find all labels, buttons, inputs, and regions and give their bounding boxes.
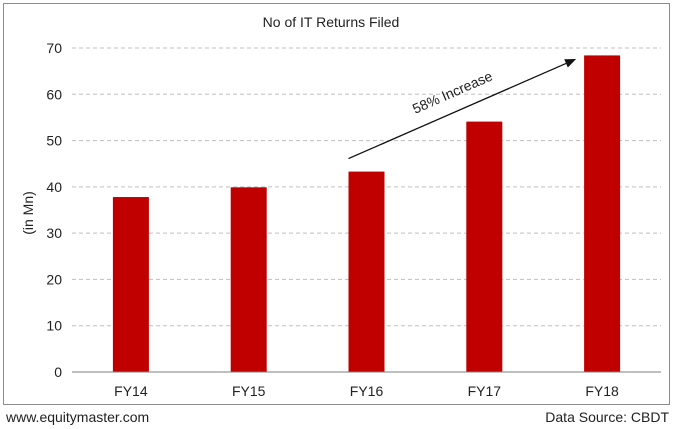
bar-fy15	[230, 187, 267, 372]
y-tick-30: 30	[46, 225, 62, 241]
bar-fy14	[112, 197, 149, 372]
x-tick-fy18: FY18	[585, 383, 619, 399]
bar-fy17	[466, 121, 503, 372]
bar-chart: No of IT Returns Filed (in Mn) 0 10 20 30 40…	[20, 14, 661, 399]
footer: www.equitymaster.com Data Source: CBDT	[0, 407, 675, 429]
y-tick-20: 20	[46, 271, 62, 287]
increase-arrow	[348, 62, 567, 160]
bar-fy16	[348, 171, 385, 372]
data-source: Data Source: CBDT	[545, 409, 669, 425]
chart-title: No of IT Returns Filed	[263, 14, 400, 30]
bars	[112, 55, 621, 373]
y-tick-40: 40	[46, 179, 62, 195]
arrow-head	[564, 59, 577, 68]
y-tick-labels: 0 10 20 30 40 50 60 70	[46, 40, 62, 380]
chart-frame: No of IT Returns Filed (in Mn) 0 10 20 30 40…	[3, 3, 670, 405]
x-tick-fy17: FY17	[468, 383, 502, 399]
x-tick-fy15: FY15	[232, 383, 266, 399]
annotation-label: 58% Increase	[410, 68, 495, 117]
y-tick-60: 60	[46, 86, 62, 102]
y-axis-label: (in Mn)	[20, 191, 36, 235]
website-link[interactable]: www.equitymaster.com	[6, 409, 150, 425]
y-tick-70: 70	[46, 40, 62, 56]
y-tick-10: 10	[46, 318, 62, 334]
y-tick-0: 0	[54, 364, 62, 380]
x-tick-fy16: FY16	[350, 383, 384, 399]
x-tick-fy14: FY14	[114, 383, 148, 399]
y-tick-50: 50	[46, 133, 62, 149]
annotation: 58% Increase	[348, 59, 577, 160]
bar-fy18	[584, 55, 621, 373]
x-tick-labels: FY14 FY15 FY16 FY17 FY18	[114, 383, 619, 399]
